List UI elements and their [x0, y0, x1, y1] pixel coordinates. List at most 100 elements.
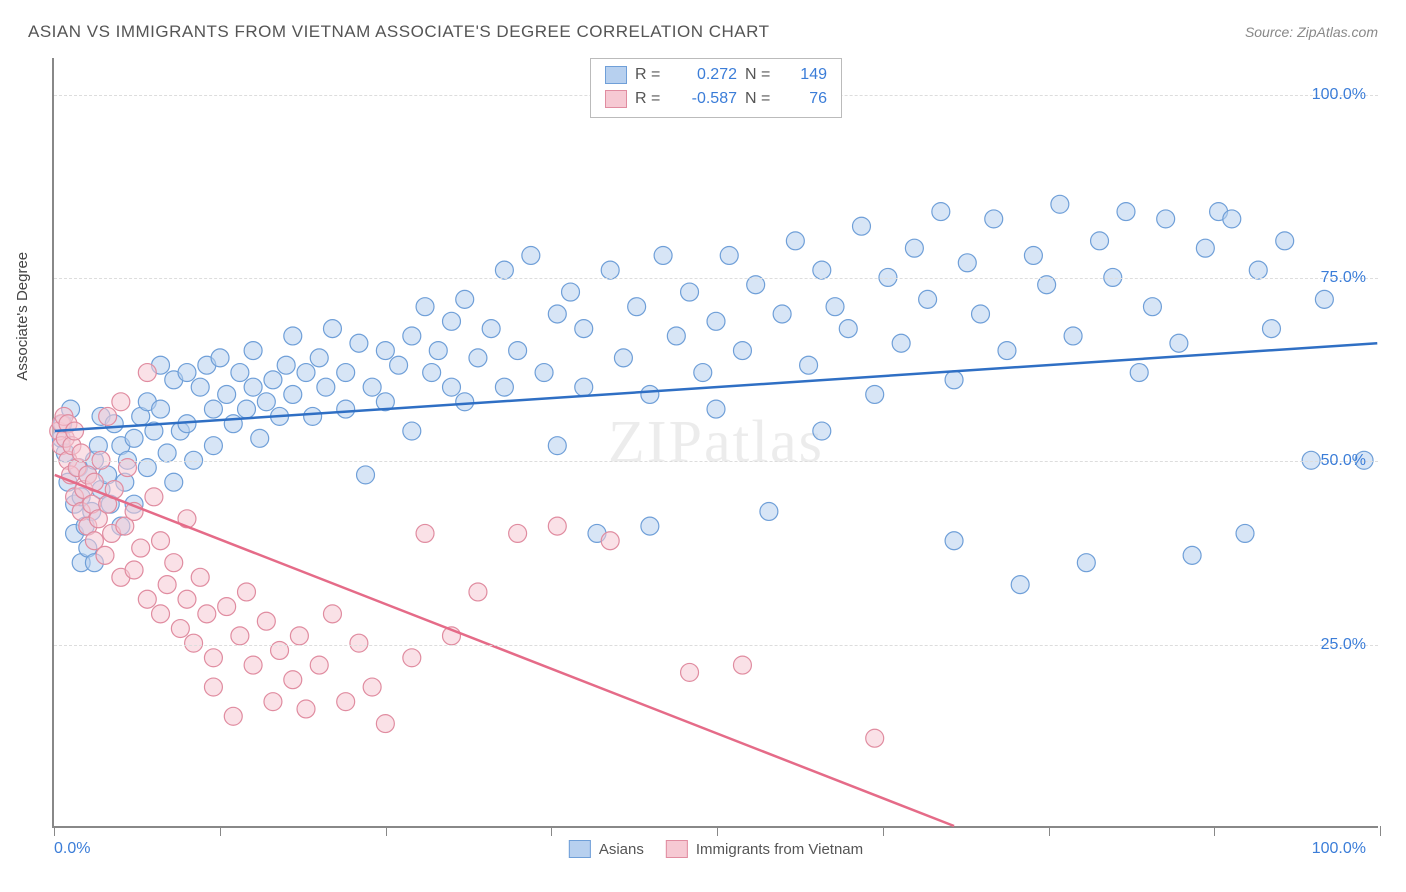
data-point	[548, 305, 566, 323]
x-tick	[1049, 826, 1050, 836]
data-point	[1183, 546, 1201, 564]
data-point	[138, 364, 156, 382]
data-point	[125, 429, 143, 447]
data-point	[185, 451, 203, 469]
data-point	[152, 400, 170, 418]
x-tick	[883, 826, 884, 836]
data-point	[707, 312, 725, 330]
data-point	[191, 378, 209, 396]
data-point	[707, 400, 725, 418]
data-point	[1223, 210, 1241, 228]
gridline	[54, 461, 1378, 462]
gridline	[54, 645, 1378, 646]
data-point	[998, 342, 1016, 360]
legend-label: Immigrants from Vietnam	[696, 841, 863, 858]
data-point	[641, 517, 659, 535]
data-point	[945, 532, 963, 550]
legend-correlation: R = 0.272 N = 149 R = -0.587 N = 76	[590, 58, 842, 118]
data-point	[1196, 239, 1214, 257]
data-point	[694, 364, 712, 382]
data-point	[357, 466, 375, 484]
data-point	[138, 590, 156, 608]
data-point	[839, 320, 857, 338]
r-label: R =	[635, 87, 669, 111]
swatch-asians	[569, 840, 591, 858]
x-tick	[386, 826, 387, 836]
data-point	[1091, 232, 1109, 250]
data-point	[297, 364, 315, 382]
x-tick	[220, 826, 221, 836]
data-point	[264, 693, 282, 711]
legend-item-asians: Asians	[569, 840, 644, 858]
data-point	[363, 378, 381, 396]
plot-area: ZIPatlas R = 0.272 N = 149 R = -0.587 N …	[52, 58, 1378, 828]
data-point	[522, 247, 540, 265]
data-point	[92, 451, 110, 469]
data-point	[403, 649, 421, 667]
data-point	[257, 612, 275, 630]
data-point	[469, 349, 487, 367]
data-point	[495, 261, 513, 279]
x-tick	[1214, 826, 1215, 836]
data-point	[277, 356, 295, 374]
data-point	[733, 656, 751, 674]
data-point	[932, 203, 950, 221]
data-point	[681, 663, 699, 681]
data-point	[1117, 203, 1135, 221]
data-point	[800, 356, 818, 374]
data-point	[198, 605, 216, 623]
swatch-vietnam	[666, 840, 688, 858]
data-point	[165, 554, 183, 572]
data-point	[251, 429, 269, 447]
data-point	[211, 349, 229, 367]
source-label: Source: ZipAtlas.com	[1245, 24, 1378, 40]
data-point	[654, 247, 672, 265]
y-tick-label: 75.0%	[1321, 269, 1366, 287]
data-point	[72, 444, 90, 462]
n-label: N =	[745, 87, 779, 111]
data-point	[218, 385, 236, 403]
x-tick	[54, 826, 55, 836]
data-point	[866, 729, 884, 747]
data-point	[456, 290, 474, 308]
data-point	[958, 254, 976, 272]
data-point	[760, 503, 778, 521]
data-point	[601, 261, 619, 279]
data-point	[363, 678, 381, 696]
x-tick-label-min: 0.0%	[54, 840, 90, 858]
data-point	[1077, 554, 1095, 572]
data-point	[681, 283, 699, 301]
data-point	[826, 298, 844, 316]
data-point	[535, 364, 553, 382]
data-point	[1302, 451, 1320, 469]
data-point	[720, 247, 738, 265]
r-value-vietnam: -0.587	[677, 87, 737, 111]
data-point	[323, 320, 341, 338]
data-point	[284, 671, 302, 689]
data-point	[972, 305, 990, 323]
data-point	[1064, 327, 1082, 345]
data-point	[231, 627, 249, 645]
data-point	[112, 393, 130, 411]
data-point	[337, 400, 355, 418]
data-point	[165, 473, 183, 491]
data-point	[224, 415, 242, 433]
y-tick-label: 100.0%	[1312, 86, 1366, 104]
data-point	[152, 532, 170, 550]
data-point	[443, 312, 461, 330]
data-point	[892, 334, 910, 352]
data-point	[238, 400, 256, 418]
data-point	[337, 364, 355, 382]
data-point	[231, 364, 249, 382]
data-point	[376, 715, 394, 733]
data-point	[171, 620, 189, 638]
data-point	[1130, 364, 1148, 382]
data-point	[297, 700, 315, 718]
data-point	[99, 407, 117, 425]
r-value-asians: 0.272	[677, 63, 737, 87]
chart-title: ASIAN VS IMMIGRANTS FROM VIETNAM ASSOCIA…	[28, 22, 769, 42]
data-point	[548, 517, 566, 535]
data-point	[469, 583, 487, 601]
data-point	[191, 568, 209, 586]
x-tick	[717, 826, 718, 836]
